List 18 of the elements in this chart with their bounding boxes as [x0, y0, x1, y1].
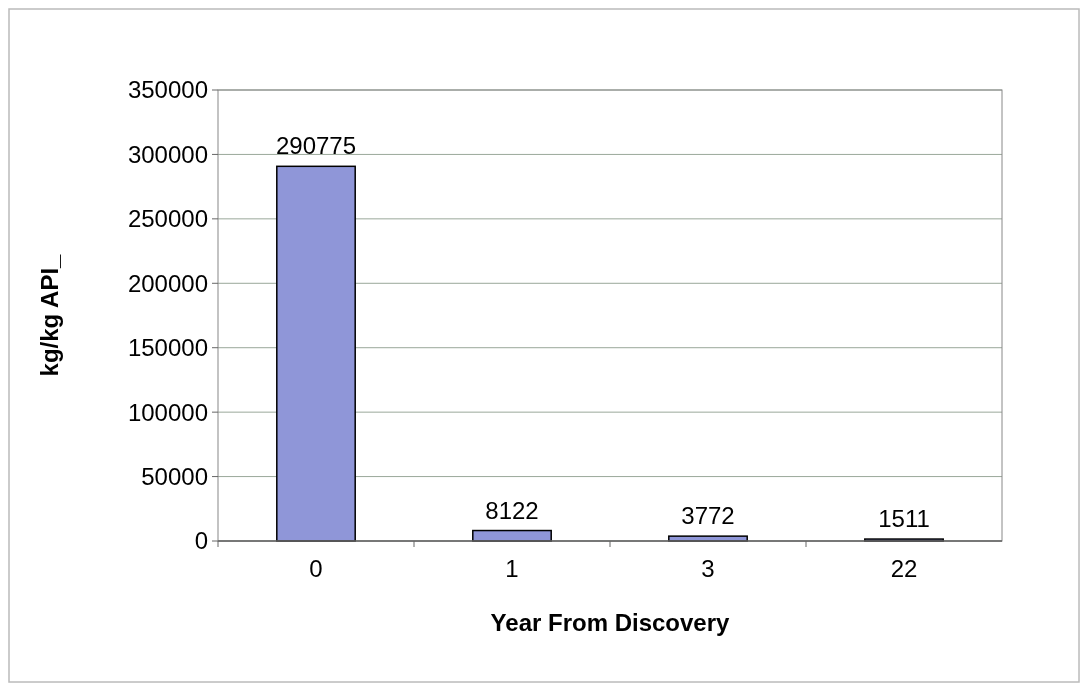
x-tick-label: 22: [890, 555, 918, 582]
y-tick-label: 250000: [127, 205, 208, 233]
data-label: 3772: [681, 502, 735, 530]
y-tick-label: 200000: [127, 269, 208, 297]
y-tick-label: 300000: [127, 140, 208, 168]
y-tick-label: 0: [194, 527, 208, 555]
data-label: 1511: [878, 505, 930, 533]
x-tick-label: 1: [505, 555, 519, 582]
x-tick-label: 0: [309, 555, 323, 582]
x-tick-label: 3: [701, 555, 715, 582]
y-tick-label: 350000: [127, 76, 208, 104]
y-axis-title: kg/kg API_: [36, 253, 63, 377]
y-tick-label: 100000: [127, 398, 208, 426]
data-label: 8122: [485, 496, 539, 524]
data-label: 290775: [275, 132, 357, 160]
x-axis-title: Year From Discovery: [490, 609, 731, 636]
y-tick-label: 150000: [127, 334, 208, 362]
y-tick-label: 50000: [141, 462, 208, 490]
